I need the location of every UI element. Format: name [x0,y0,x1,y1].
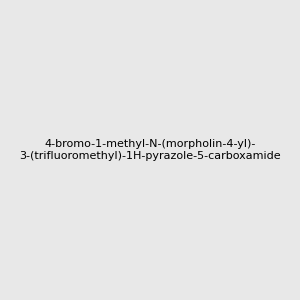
Text: 4-bromo-1-methyl-N-(morpholin-4-yl)-
3-(trifluoromethyl)-1H-pyrazole-5-carboxami: 4-bromo-1-methyl-N-(morpholin-4-yl)- 3-(… [19,139,281,161]
